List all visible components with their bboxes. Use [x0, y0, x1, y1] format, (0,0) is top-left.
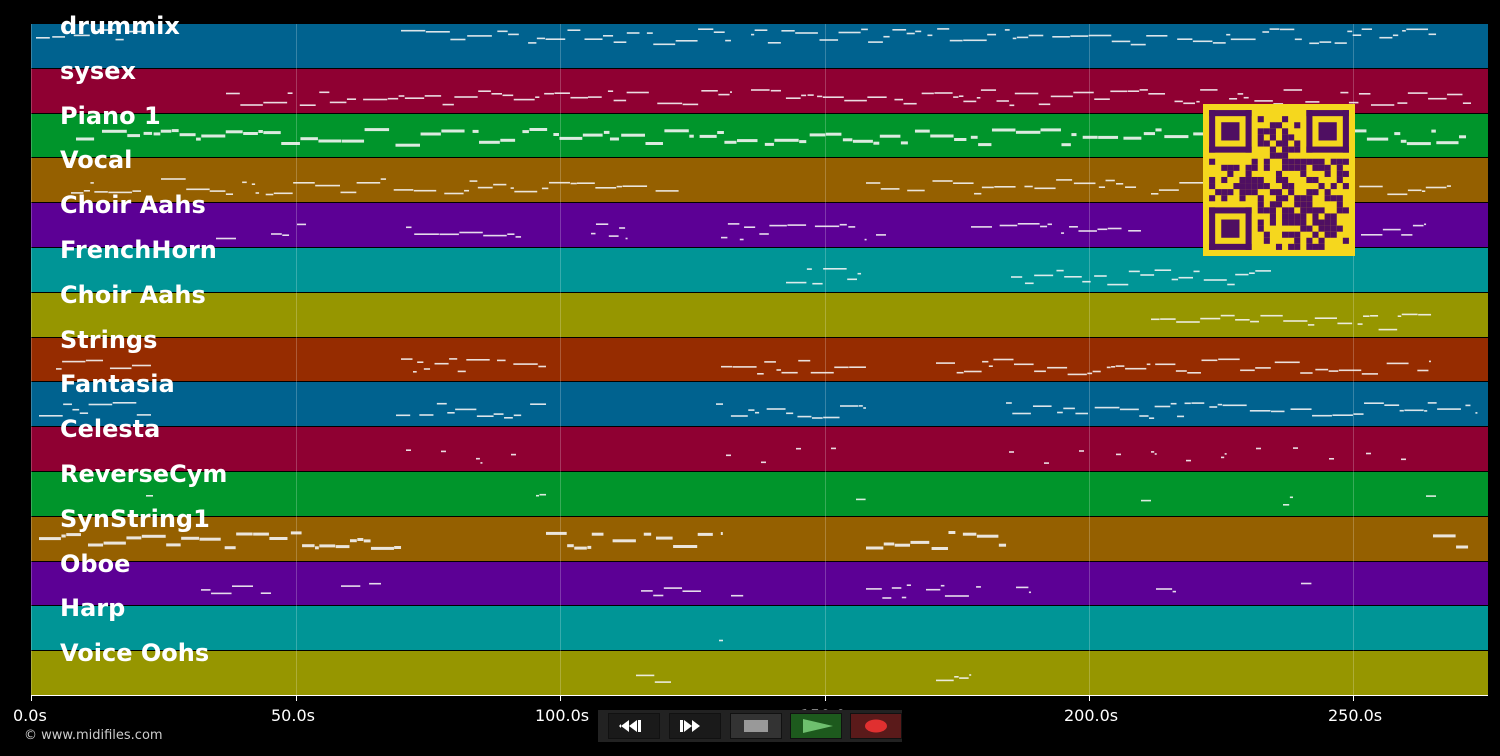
fast-forward-icon — [680, 720, 700, 732]
track-label: Choir Aahs — [60, 280, 206, 309]
track-lane[interactable]: SynString1 — [31, 505, 1488, 562]
track-notes — [636, 674, 972, 684]
fast-forward-button[interactable] — [669, 713, 721, 739]
grid-line — [1089, 24, 1090, 696]
tick-label: 200.0s — [1064, 706, 1119, 725]
track-notes — [146, 493, 1436, 506]
track-label: Oboe — [60, 549, 131, 578]
track-label: ReverseCym — [60, 460, 228, 488]
axis-tick — [825, 695, 826, 701]
track-notes — [39, 402, 1478, 420]
play-button[interactable] — [790, 713, 842, 739]
track-label: FrenchHorn — [60, 236, 217, 264]
tick-label: 0.0s — [13, 706, 47, 725]
axis-tick — [1353, 695, 1354, 701]
track-lane[interactable]: Oboe — [31, 550, 1488, 607]
track-notes — [36, 28, 1437, 46]
track-notes — [786, 268, 1271, 286]
record-icon — [865, 719, 887, 733]
track-lane[interactable]: Harp — [31, 594, 1488, 652]
track-label: Strings — [60, 325, 158, 354]
track-lane[interactable]: Strings — [31, 326, 1488, 383]
track-lane[interactable]: Choir Aahs — [31, 281, 1488, 338]
rewind-icon — [619, 720, 641, 732]
track-lane[interactable]: ReverseCym — [31, 460, 1488, 517]
grid-line — [31, 24, 32, 696]
track-lane[interactable]: Celesta — [31, 415, 1488, 472]
axis-tick — [560, 695, 561, 701]
tick-label: 50.0s — [271, 706, 315, 725]
qr-code-icon — [1203, 104, 1355, 256]
tick-label: 100.0s — [535, 706, 590, 725]
track-notes — [1151, 313, 1432, 331]
track-label: sysex — [60, 56, 136, 85]
copyright-text: © www.midifiles.com — [24, 728, 163, 743]
track-lane[interactable]: Fantasia — [31, 370, 1488, 428]
track-notes — [719, 640, 723, 642]
axis-tick — [296, 695, 297, 701]
play-icon — [803, 719, 833, 733]
time-axis — [31, 695, 1488, 696]
grid-line — [560, 24, 561, 696]
grid-line — [1353, 24, 1354, 696]
track-notes — [201, 582, 1312, 599]
track-notes — [226, 88, 1472, 107]
track-notes — [216, 223, 1427, 241]
tick-label: 250.0s — [1328, 706, 1383, 725]
track-label: Fantasia — [60, 370, 175, 399]
stop-button[interactable] — [730, 713, 782, 739]
track-label: drummix — [60, 12, 180, 40]
track-notes — [56, 357, 1431, 375]
track-label: SynString1 — [60, 504, 210, 533]
grid-line — [825, 24, 826, 696]
axis-tick — [1089, 695, 1090, 701]
grid-line — [296, 24, 297, 696]
transport-controls — [598, 710, 902, 742]
axis-tick — [31, 695, 32, 701]
track-label: Celesta — [60, 415, 161, 444]
record-button[interactable] — [850, 713, 902, 739]
track-notes — [406, 447, 1406, 465]
track-label: Piano 1 — [60, 101, 161, 130]
track-notes — [39, 530, 1469, 550]
track-lane[interactable]: drummix — [31, 12, 1488, 69]
track-label: Vocal — [60, 146, 133, 175]
track-label: Choir Aahs — [60, 191, 206, 220]
track-label: Harp — [60, 594, 126, 623]
track-label: Voice Oohs — [60, 639, 210, 668]
rewind-button[interactable] — [608, 713, 660, 739]
track-lane[interactable]: Voice Oohs — [31, 639, 1488, 696]
stop-icon — [744, 720, 768, 732]
